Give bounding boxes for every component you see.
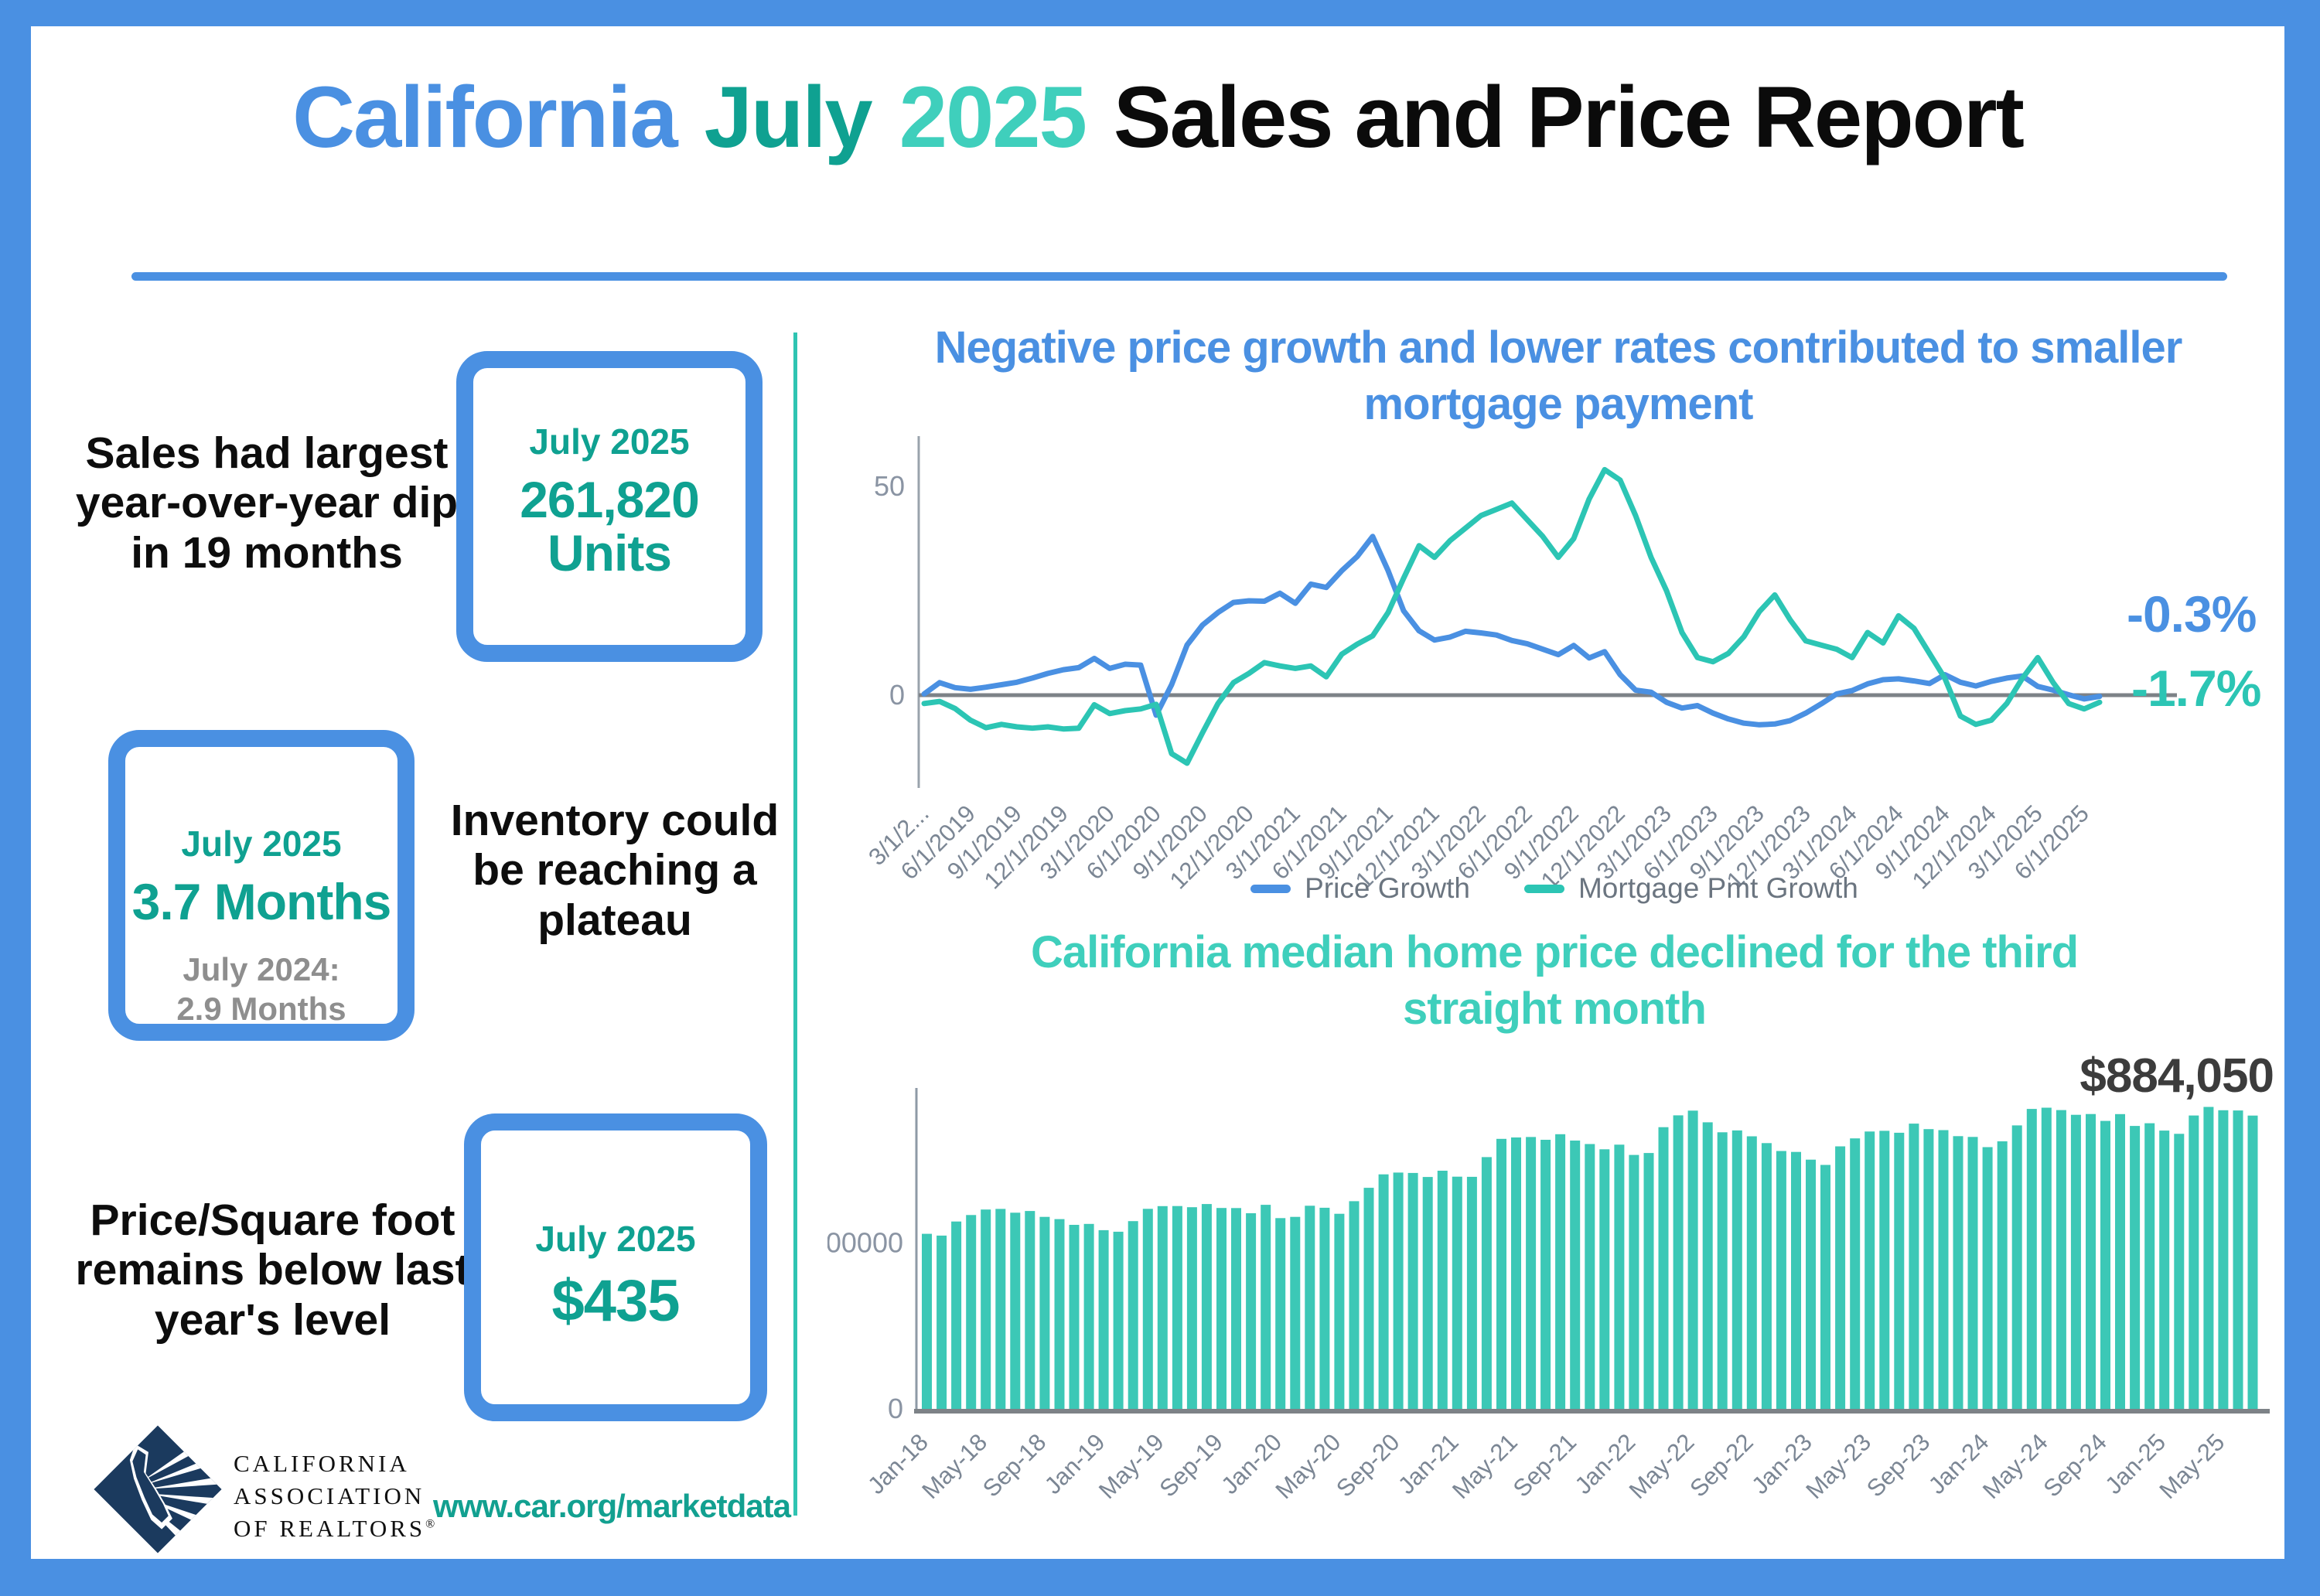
title-word-month: July [704, 69, 873, 165]
car-logo-line3: OF REALTORS® [234, 1514, 438, 1542]
sales-unit: Units [548, 524, 672, 582]
car-logo-line1: CALIFORNIA [234, 1450, 410, 1477]
bar-chart-title: California median home price declined fo… [1030, 927, 2079, 1034]
title-divider [131, 272, 2227, 281]
inventory-stat-box: July 2025 3.7 Months July 2024: 2.9 Mont… [108, 730, 415, 1041]
inventory-prior: July 2024: 2.9 Months [176, 950, 346, 1028]
sales-period: July 2025 [529, 421, 690, 462]
price-growth-end-label: -0.3% [2127, 585, 2257, 643]
ppsf-stat-box: July 2025 $435 [464, 1113, 767, 1421]
svg-text:0: 0 [888, 1393, 903, 1424]
legend-item-price-growth: Price Growth [1250, 872, 1470, 905]
inventory-prior-value: 2.9 Months [176, 990, 346, 1027]
inventory-caption: Inventory could be reaching a plateau [450, 796, 780, 945]
site-url: www.car.org/marketdata [433, 1488, 791, 1524]
title-word-california: California [292, 69, 678, 165]
mortgage-growth-swatch-icon [1523, 884, 1564, 893]
svg-text:May-18: May-18 [916, 1428, 992, 1504]
svg-text:Sep-19: Sep-19 [1155, 1428, 1228, 1502]
registered-mark: ® [425, 1517, 438, 1531]
sales-stat-box: July 2025 261,820 Units [456, 351, 763, 662]
svg-text:0: 0 [889, 679, 905, 711]
vertical-separator [793, 332, 797, 1516]
svg-text:Sep-23: Sep-23 [1861, 1428, 1935, 1502]
svg-text:Sep-24: Sep-24 [2039, 1428, 2112, 1502]
title-word-year: 2025 [899, 69, 1087, 165]
page-title: California July 2025 Sales and Price Report [31, 74, 2284, 161]
svg-text:50: 50 [874, 470, 905, 502]
title-word-rest: Sales and Price Report [1113, 69, 2025, 165]
svg-text:Sep-18: Sep-18 [977, 1428, 1051, 1502]
legend-item-mortgage-growth: Mortgage Pmt Growth [1523, 872, 1858, 905]
svg-text:May-19: May-19 [1093, 1428, 1169, 1504]
price-growth-label: Price Growth [1305, 872, 1470, 904]
ppsf-caption: Price/Square foot remains below last yea… [75, 1195, 470, 1345]
bar-chart-canvas: 5000000Jan-18May-18Sep-18Jan-19May-19Sep… [827, 1088, 2270, 1504]
car-logo-line2: ASSOCIATION [234, 1482, 425, 1509]
svg-text:May-22: May-22 [1624, 1428, 1700, 1504]
inventory-value: 3.7 Months [131, 873, 392, 930]
latest-price-annotation: $884,050 [2079, 1049, 2274, 1103]
ppsf-period: July 2025 [535, 1219, 696, 1259]
svg-text:May-25: May-25 [2155, 1428, 2230, 1504]
svg-text:May-20: May-20 [1271, 1428, 1346, 1504]
sales-caption: Sales had largest year-over-year dip in … [75, 428, 459, 578]
inventory-prior-label: July 2024: [183, 951, 340, 988]
svg-text:Sep-20: Sep-20 [1331, 1428, 1404, 1502]
line-chart-canvas: 5003/1/2...6/1/20199/1/201912/1/20193/1/… [863, 436, 2177, 894]
mortgage-growth-end-label: -1.7% [2131, 660, 2261, 717]
car-logo-text: CALIFORNIA ASSOCIATION OF REALTORS® [234, 1448, 438, 1545]
line-chart-legend: Price Growth Mortgage Pmt Growth [827, 872, 2281, 905]
car-logo-icon [94, 1425, 222, 1553]
mortgage-growth-label: Mortgage Pmt Growth [1578, 872, 1858, 904]
svg-text:Sep-22: Sep-22 [1684, 1428, 1758, 1502]
sales-value: 261,820 [520, 471, 700, 528]
inventory-period: July 2025 [181, 824, 342, 864]
svg-text:May-23: May-23 [1800, 1428, 1876, 1504]
svg-text:May-24: May-24 [1977, 1428, 2053, 1504]
svg-text:May-21: May-21 [1447, 1428, 1523, 1504]
ppsf-value: $435 [551, 1268, 680, 1334]
svg-text:Sep-21: Sep-21 [1508, 1428, 1581, 1502]
price-growth-swatch-icon [1250, 884, 1291, 893]
line-chart-title: Negative price growth and lower rates co… [934, 322, 2183, 429]
